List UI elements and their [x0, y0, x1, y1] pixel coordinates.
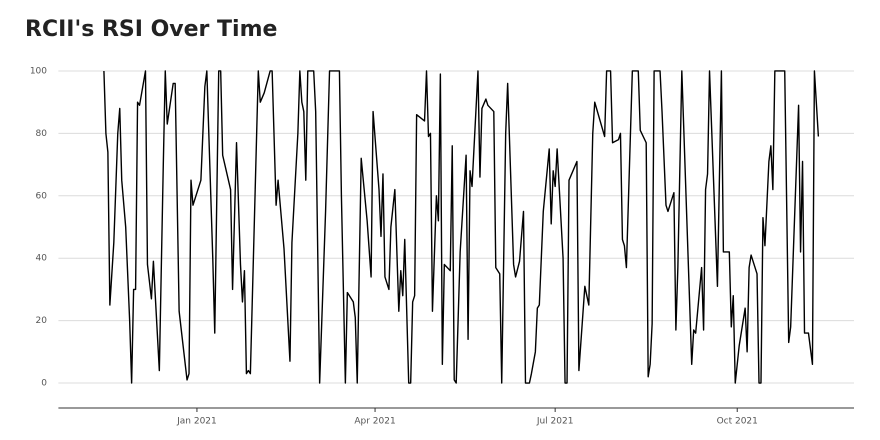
y-tick-label: 40	[36, 254, 48, 264]
x-tick-label: Oct 2021	[717, 417, 758, 427]
y-tick-label: 60	[36, 191, 48, 201]
y-tick-label: 0	[41, 379, 47, 389]
x-tick-label: Jan 2021	[176, 417, 217, 427]
y-tick-label: 20	[36, 316, 48, 326]
y-tick-label: 80	[36, 129, 48, 139]
x-tick-label: Jul 2021	[536, 417, 574, 427]
chart-title: RCII's RSI Over Time	[25, 17, 277, 42]
y-tick-label: 100	[30, 66, 47, 76]
x-tick-label: Apr 2021	[354, 417, 395, 427]
rsi-line	[103, 70, 820, 384]
